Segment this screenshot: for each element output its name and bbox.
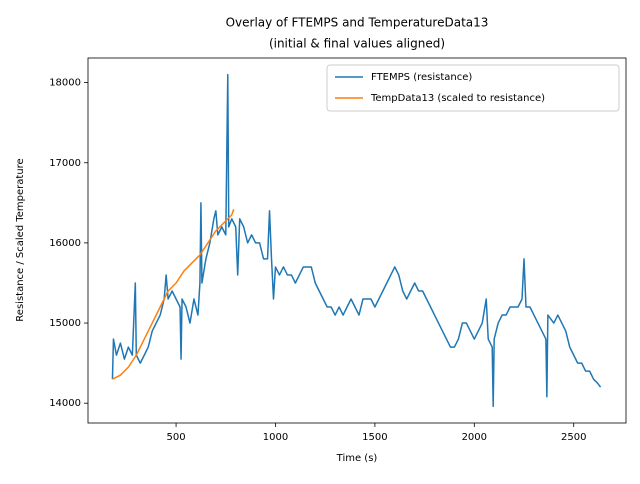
data-line	[111, 73, 602, 408]
x-tick-label: 2500	[561, 432, 586, 443]
y-tick-label: 15000	[49, 318, 81, 329]
legend-box	[326, 64, 620, 112]
y-tick-label: 14000	[49, 398, 81, 409]
x-tick-label: 1000	[263, 432, 288, 443]
x-tick-label: 500	[167, 432, 186, 443]
y-axis-label: Resistance / Scaled Temperature	[15, 158, 26, 321]
data-line	[112, 208, 235, 380]
y-tick-label: 16000	[49, 238, 81, 249]
legend-label: TempData13 (scaled to resistance)	[370, 93, 545, 104]
x-tick-label: 2000	[462, 432, 487, 443]
y-tick-label: 18000	[49, 78, 81, 89]
y-tick-label: 17000	[49, 158, 81, 169]
x-axis-label: Time (s)	[336, 453, 378, 464]
legend-label: FTEMPS (resistance)	[371, 72, 472, 83]
plot-frame	[87, 57, 627, 424]
chart-subtitle: (initial & final values aligned)	[269, 37, 445, 51]
chart-title: Overlay of FTEMPS and TemperatureData13	[226, 16, 489, 30]
x-tick-label: 1500	[362, 432, 387, 443]
